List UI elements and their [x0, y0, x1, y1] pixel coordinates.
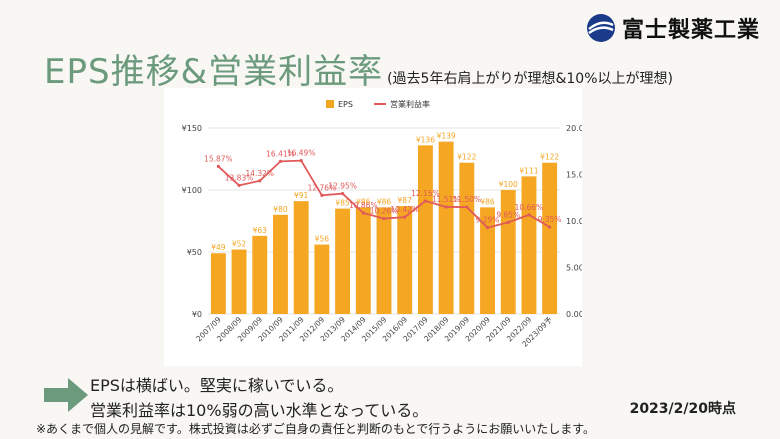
right-axis-tick-label: 20.00%	[566, 124, 582, 133]
operating-margin-label: 10.66%	[515, 203, 544, 212]
right-axis-tick-label: 5.00%	[566, 264, 582, 273]
eps-bar-label: ¥122	[540, 153, 559, 162]
operating-margin-point	[320, 193, 324, 197]
eps-bar-label: ¥87	[398, 196, 413, 205]
left-axis-tick-label: ¥0	[192, 310, 202, 319]
eps-bar	[480, 207, 495, 314]
page-title: EPS推移&営業利益率	[44, 52, 384, 92]
company-name: 富士製薬工業	[621, 18, 760, 43]
right-axis-tick-label: 15.00%	[566, 171, 582, 180]
disclaimer: ※あくまで個人の見解です。株式投資は必ずご自身の責任と判断のもとで行うようにお願…	[36, 422, 596, 436]
operating-margin-point	[216, 164, 220, 169]
eps-bar	[542, 162, 558, 314]
operating-margin-label: 13.83%	[225, 173, 254, 182]
operating-margin-point	[258, 179, 262, 183]
operating-margin-point	[340, 191, 345, 196]
right-arrow-icon	[44, 378, 88, 412]
company-logo: 富士製薬工業	[586, 12, 760, 44]
eps-bar	[273, 214, 288, 314]
note-margin: 営業利益率は10%弱の高い水準となっている。	[90, 401, 429, 420]
legend-eps-swatch	[326, 100, 334, 108]
eps-bar	[314, 244, 330, 314]
eps-bar	[438, 141, 454, 314]
left-axis-tick-label: ¥50	[187, 248, 202, 257]
note-eps: EPSは横ばい。堅実に稼いでいる。	[90, 376, 344, 395]
operating-margin-label: 12.15%	[411, 189, 440, 198]
operating-margin-label: 10.86%	[349, 201, 378, 210]
operating-margin-point	[423, 199, 428, 203]
eps-bar	[521, 176, 537, 314]
eps-bar	[355, 207, 371, 314]
eps-bar-label: ¥91	[294, 191, 309, 200]
eps-bar	[293, 201, 309, 314]
eps-bar-label: ¥85	[335, 199, 350, 208]
eps-bar-label: ¥122	[457, 153, 476, 162]
company-logo-icon	[586, 14, 615, 42]
operating-margin-label: 11.50%	[453, 195, 482, 204]
operating-margin-label: 9.85%	[496, 210, 520, 219]
operating-margin-point	[278, 159, 283, 163]
operating-margin-point	[237, 183, 241, 187]
combo-chart: ¥0 ¥50 ¥100 ¥150 0.00% 5.00% 10.00% 15.00% 20.00…	[182, 99, 582, 349]
eps-bar	[231, 249, 247, 314]
operating-margin-label: 14.32%	[245, 169, 274, 178]
left-axis-tick-label: ¥100	[182, 186, 202, 195]
eps-bar	[210, 253, 226, 314]
eps-bar	[459, 162, 475, 314]
operating-margin-label: 9.35%	[538, 215, 562, 224]
operating-margin-label: 11.51%	[432, 195, 461, 204]
right-axis-tick-label: 10.00%	[566, 217, 582, 226]
operating-margin-point	[527, 213, 531, 217]
operating-margin-point	[548, 225, 552, 229]
left-axis-tick-label: ¥150	[182, 124, 202, 133]
operating-margin-label: 9.29%	[476, 216, 500, 225]
operating-margin-label: 10.26%	[370, 207, 399, 216]
eps-bar	[335, 208, 351, 314]
operating-margin-label: 16.41%	[266, 149, 295, 158]
eps-bar-label: ¥49	[211, 243, 226, 252]
eps-bar-label: ¥86	[356, 197, 371, 206]
eps-bar	[500, 190, 516, 314]
operating-margin-point	[382, 216, 386, 221]
page-subtitle: (過去5年右肩上がりが理想&10%以上が理想)	[387, 71, 673, 87]
eps-bar-label: ¥80	[273, 205, 288, 214]
operating-margin-point	[361, 211, 365, 215]
title-row: EPS推移&営業利益率 (過去5年右肩上がりが理想&10%以上が理想)	[44, 44, 673, 93]
eps-bar-label: ¥56	[315, 235, 330, 244]
legend-eps-label: EPS	[338, 100, 353, 109]
eps-bar	[376, 207, 392, 314]
as-of-date: 2023/2/20時点	[629, 401, 736, 417]
operating-margin-point	[444, 205, 448, 209]
operating-margin-label: 12.95%	[328, 182, 357, 191]
eps-bar-label: ¥111	[519, 166, 538, 175]
operating-margin-label: 15.87%	[204, 154, 233, 163]
eps-bar-label: ¥52	[232, 240, 247, 249]
eps-bar	[252, 235, 268, 314]
eps-bar-label: ¥136	[416, 135, 435, 144]
eps-bar	[397, 206, 413, 314]
eps-bar-label: ¥139	[437, 132, 456, 141]
operating-margin-label: 12.76%	[308, 183, 337, 192]
operating-margin-label: 16.49%	[287, 149, 316, 158]
operating-margin-point	[506, 220, 510, 224]
eps-bar-label: ¥63	[253, 226, 268, 235]
chart-panel: ¥0 ¥50 ¥100 ¥150 0.00% 5.00% 10.00% 15.00% 20.00…	[164, 88, 582, 366]
operating-margin-point	[299, 159, 303, 163]
operating-margin-point	[403, 215, 407, 219]
eps-bar-label: ¥86	[377, 197, 392, 206]
operating-margin-point	[465, 205, 469, 209]
right-axis-tick-label: 0.00%	[566, 310, 582, 319]
operating-margin-point	[485, 226, 490, 230]
operating-margin-label: 10.42%	[390, 205, 419, 214]
legend-margin-label: 営業利益率	[390, 99, 430, 109]
eps-bar-label: ¥100	[499, 180, 518, 189]
eps-bar-label: ¥86	[480, 197, 495, 206]
eps-bar	[417, 145, 433, 314]
